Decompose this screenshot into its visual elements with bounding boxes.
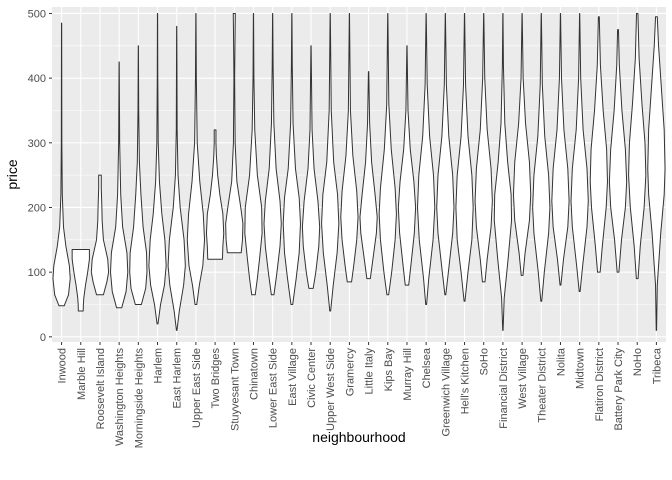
x-tick-label: Lower East Side bbox=[268, 348, 280, 428]
y-tick-label: 0 bbox=[40, 332, 46, 344]
x-tick-label: Greenwich Village bbox=[440, 348, 452, 436]
x-tick-label: Hell's Kitchen bbox=[460, 348, 472, 414]
x-tick-label: Chelsea bbox=[421, 347, 433, 388]
x-tick-label: Murray Hill bbox=[402, 348, 414, 401]
x-tick-label: Marble Hill bbox=[76, 348, 88, 400]
x-tick-label: Washington Heights bbox=[114, 348, 126, 447]
violin-noho bbox=[628, 12, 647, 280]
violin-marble-hill bbox=[71, 249, 90, 312]
x-tick-label: East Harlem bbox=[172, 348, 184, 409]
violin-greenwich-village bbox=[436, 12, 455, 296]
x-axis: Inwood Marble Hill Roosevelt Island Washing… bbox=[57, 342, 663, 449]
violin-flatiron-district bbox=[589, 16, 608, 273]
violin-east-harlem bbox=[167, 25, 186, 331]
x-tick-label: Morningside Heights bbox=[133, 348, 145, 449]
violin-chelsea bbox=[417, 12, 436, 305]
x-tick-label: Harlem bbox=[153, 348, 165, 383]
violin-midtown bbox=[570, 12, 589, 293]
violin-battery-park-city bbox=[608, 29, 628, 273]
x-tick-label: Flatiron District bbox=[594, 348, 606, 421]
violin-two-bridges bbox=[205, 129, 225, 260]
violin-east-village bbox=[282, 12, 301, 305]
violin-tribeca bbox=[647, 16, 666, 331]
violin-kips-bay bbox=[378, 12, 397, 296]
x-tick-label: East Village bbox=[287, 348, 299, 406]
y-tick-label: 500 bbox=[28, 8, 46, 20]
violins bbox=[52, 12, 666, 331]
violin-civic-center bbox=[301, 45, 321, 289]
x-tick-label: NoHo bbox=[632, 348, 644, 376]
x-tick-label: Battery Park City bbox=[613, 348, 625, 431]
x-tick-label: Tribeca bbox=[651, 347, 663, 384]
x-tick-label: West Village bbox=[517, 348, 529, 409]
x-tick-label: Little Italy bbox=[364, 348, 376, 395]
x-axis-title: neighbourhood bbox=[312, 429, 405, 445]
x-tick-label: Nolita bbox=[555, 347, 567, 376]
violin-roosevelt-island bbox=[90, 174, 110, 296]
violin-financial-district bbox=[493, 12, 513, 331]
violin-gramercy bbox=[340, 12, 359, 283]
x-tick-label: Two Bridges bbox=[210, 348, 222, 409]
violin-theater-district bbox=[532, 12, 551, 302]
violin-little-italy bbox=[359, 71, 378, 280]
y-tick-label: 400 bbox=[28, 73, 46, 85]
x-tick-label: SoHo bbox=[479, 348, 491, 376]
violin-nolita bbox=[551, 12, 570, 286]
violin-west-village bbox=[512, 12, 532, 276]
violin-harlem bbox=[148, 12, 167, 325]
violin-washington-heights bbox=[110, 61, 129, 309]
violin-upper-west-side bbox=[321, 12, 340, 312]
x-tick-label: Midtown bbox=[575, 348, 587, 389]
x-tick-label: Civic Center bbox=[306, 348, 318, 408]
x-tick-label: Stuyvesant Town bbox=[229, 348, 241, 431]
y-tick-label: 100 bbox=[28, 267, 46, 279]
violin-murray-hill bbox=[397, 45, 417, 286]
y-tick-label: 300 bbox=[28, 138, 46, 150]
x-tick-label: Chinatown bbox=[248, 348, 260, 400]
violin-hell-s-kitchen bbox=[455, 12, 474, 302]
violin-upper-east-side bbox=[186, 12, 206, 305]
violin-chinatown bbox=[244, 12, 263, 296]
violin-inwood bbox=[52, 22, 71, 307]
x-tick-label: Inwood bbox=[57, 348, 69, 383]
violin-soho bbox=[474, 12, 493, 283]
y-tick-label: 200 bbox=[28, 202, 46, 214]
x-tick-label: Financial District bbox=[498, 348, 510, 429]
x-tick-label: Theater District bbox=[536, 348, 548, 423]
x-tick-label: Gramercy bbox=[344, 348, 356, 397]
y-axis-title: price bbox=[4, 159, 20, 190]
x-tick-label: Upper West Side bbox=[325, 348, 337, 431]
violin-stuyvesant-town bbox=[225, 12, 244, 254]
x-tick-label: Kips Bay bbox=[383, 348, 395, 392]
x-tick-label: Roosevelt Island bbox=[95, 348, 107, 429]
y-axis: 0 100 200 300 400 500 bbox=[28, 8, 52, 344]
violin-lower-east-side bbox=[263, 12, 282, 296]
violin-morningside-heights bbox=[129, 45, 148, 305]
x-tick-label: Upper East Side bbox=[191, 348, 203, 428]
